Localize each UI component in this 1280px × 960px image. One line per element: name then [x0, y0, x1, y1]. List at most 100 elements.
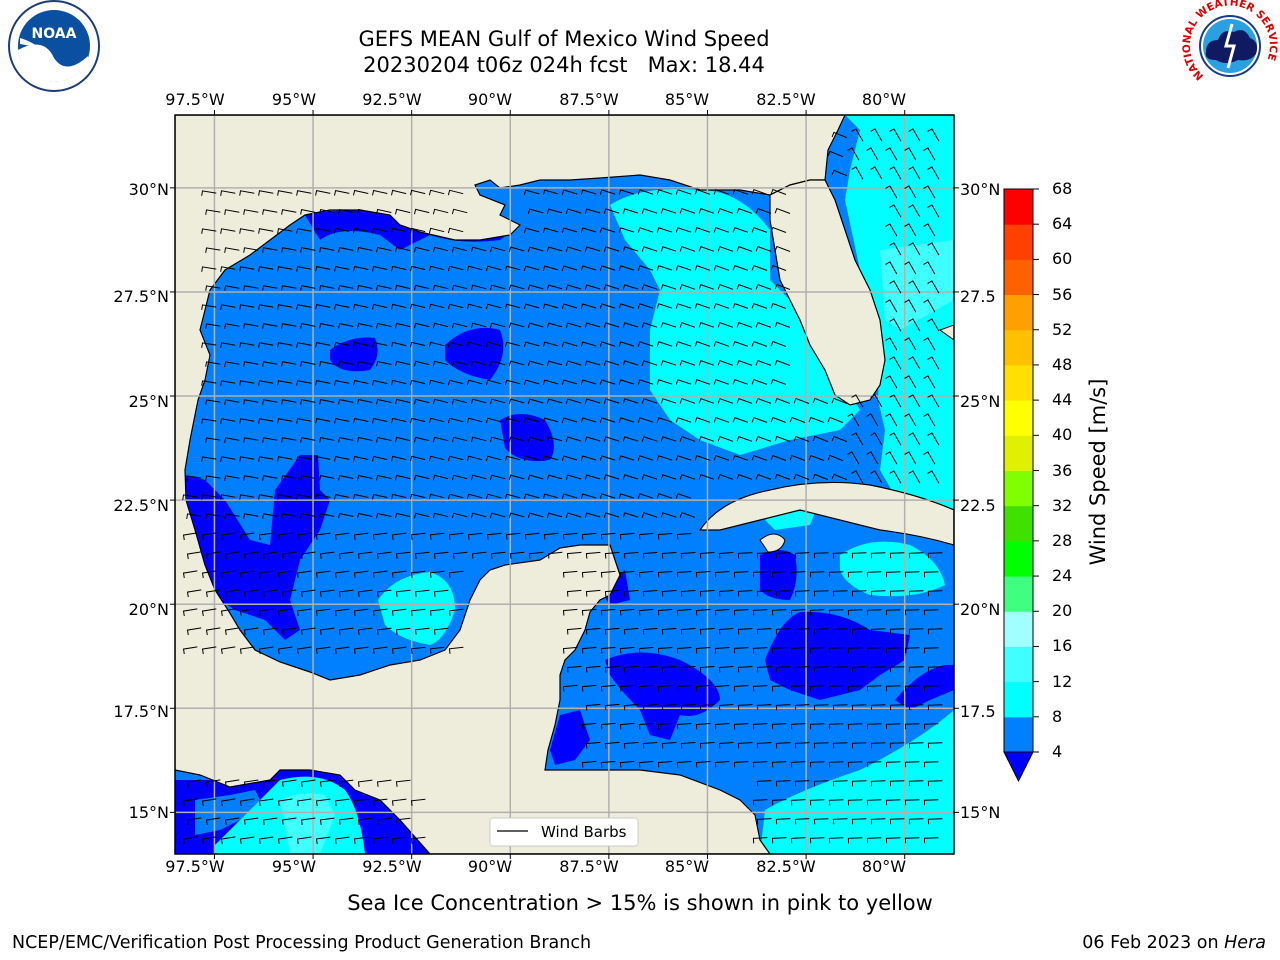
wind-barb	[315, 608, 331, 616]
wind-barb	[281, 589, 297, 597]
wind-barb	[809, 837, 825, 844]
wind-barb	[603, 208, 620, 214]
wind-barb	[832, 552, 848, 559]
wind-barb	[300, 475, 316, 481]
wind-barb	[584, 360, 601, 366]
wind-barb	[870, 742, 886, 749]
wind-barb	[296, 532, 312, 540]
wind-barb	[656, 227, 673, 233]
wind-barb	[300, 817, 316, 825]
contour-8-12	[840, 541, 945, 597]
wind-barb	[281, 513, 297, 519]
wind-barb	[447, 227, 464, 234]
wind-barb	[699, 742, 715, 749]
wind-barb	[889, 128, 902, 142]
wind-barb	[847, 647, 863, 654]
wind-barb	[657, 647, 673, 654]
wind-barb	[923, 761, 939, 768]
wind-barb	[657, 685, 673, 692]
wind-barb	[376, 208, 392, 215]
wind-barb	[751, 226, 768, 233]
wind-barb	[262, 779, 278, 788]
colorbar-tick-label: 64	[1052, 214, 1073, 234]
wind-barb	[660, 436, 677, 442]
wind-barb	[220, 836, 236, 845]
wind-barb	[224, 779, 240, 788]
wind-barb	[220, 190, 236, 196]
wind-barb	[428, 265, 445, 272]
wind-barb	[281, 361, 297, 367]
wind-barb	[565, 398, 582, 404]
wind-barb	[527, 436, 544, 443]
wind-barb	[751, 378, 768, 385]
wind-barb	[599, 417, 616, 423]
wind-barb	[585, 665, 601, 673]
wind-barb	[751, 416, 768, 423]
wind-barb	[527, 512, 544, 519]
colorbar-tick-label: 24	[1052, 566, 1073, 586]
wind-barb	[224, 475, 240, 481]
wind-barb	[239, 418, 255, 424]
wind-barb	[908, 780, 924, 787]
wind-barb	[410, 646, 426, 654]
wind-barb	[470, 436, 487, 443]
wind-barb	[676, 609, 692, 616]
wind-barb	[376, 512, 392, 519]
wind-barb	[319, 247, 335, 253]
wind-barb	[504, 493, 521, 500]
lon-tick-label: 85°W	[664, 90, 710, 109]
wind-barb	[395, 779, 411, 787]
wind-barb	[372, 455, 388, 462]
wind-barb	[319, 779, 335, 787]
wind-barb	[656, 379, 673, 385]
wind-barb	[870, 166, 883, 180]
wind-barb	[485, 455, 502, 462]
wind-barb	[622, 474, 639, 480]
wind-barb	[923, 647, 939, 654]
wind-barb	[508, 360, 525, 367]
wind-barb	[277, 228, 293, 234]
wind-barb	[908, 204, 921, 218]
wind-barb	[904, 761, 920, 768]
wind-barb	[315, 646, 331, 654]
wind-barb	[657, 533, 673, 540]
wind-barb	[201, 646, 217, 655]
wind-barb	[733, 761, 749, 768]
contour-8-12	[378, 572, 455, 645]
wind-barb	[357, 589, 373, 597]
wind-barb	[258, 304, 274, 310]
wind-barb	[262, 323, 278, 329]
wind-barb	[618, 227, 635, 233]
wind-barb	[870, 666, 886, 673]
wind-barb	[447, 341, 464, 348]
wind-barb	[410, 608, 426, 616]
wind-barb	[832, 742, 848, 749]
wind-barb	[296, 304, 312, 310]
wind-barb	[618, 417, 635, 423]
wind-barb	[604, 741, 620, 749]
wind-barb	[319, 475, 335, 481]
wind-barb	[695, 647, 711, 654]
wind-barb	[866, 571, 882, 578]
wind-barb	[584, 246, 601, 252]
wind-barb	[410, 265, 426, 272]
wind-barb	[447, 417, 464, 424]
wind-barb	[774, 473, 791, 480]
figure-title: GEFS MEAN Gulf of Mexico Wind Speed 2023…	[264, 26, 864, 78]
wind-barb	[699, 590, 715, 597]
wind-barb	[694, 417, 711, 423]
wind-barb	[561, 189, 578, 195]
wind-barb	[224, 323, 240, 329]
wind-barb	[220, 608, 236, 617]
wind-barb	[201, 494, 217, 500]
wind-barb	[752, 723, 768, 730]
wind-barb	[794, 818, 810, 825]
wind-barb	[470, 246, 487, 253]
wind-barb	[243, 551, 259, 560]
wind-barb	[429, 608, 445, 616]
wind-barb	[736, 359, 753, 366]
wind-barb	[372, 417, 388, 424]
wind-barb	[656, 455, 673, 461]
wind-barb	[338, 551, 354, 559]
wind-barb	[812, 473, 829, 481]
